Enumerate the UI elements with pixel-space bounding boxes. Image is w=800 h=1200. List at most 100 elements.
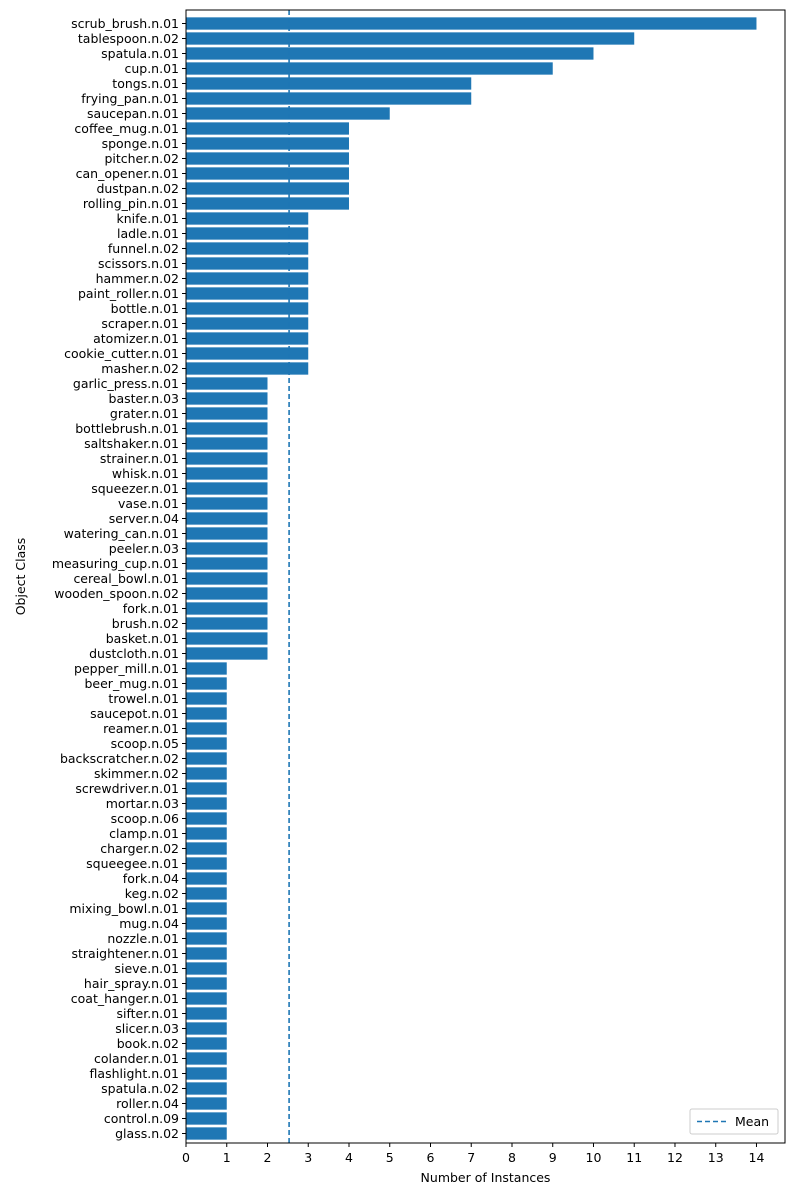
y-tick-label: peeler.n.03	[109, 541, 179, 556]
y-tick-label: fork.n.04	[123, 871, 179, 886]
axes-frame	[185, 9, 786, 1144]
x-tick-label: 9	[549, 1150, 557, 1165]
legend-mean-label: Mean	[735, 1114, 769, 1129]
bar	[186, 32, 635, 45]
x-axis-title: Number of Instances	[421, 1170, 551, 1185]
bar	[186, 812, 227, 825]
y-tick-label: sponge.n.01	[102, 136, 179, 151]
x-tick-label: 6	[427, 1150, 435, 1165]
y-tick-label: can_opener.n.01	[76, 166, 179, 181]
y-tick-label: hammer.n.02	[96, 271, 179, 286]
bar	[186, 737, 227, 750]
bar	[186, 527, 268, 540]
bar	[186, 572, 268, 585]
y-tick-label: fork.n.01	[123, 601, 179, 616]
bar	[186, 752, 227, 765]
bar	[186, 77, 472, 90]
bar	[186, 872, 227, 885]
y-tick-label: scoop.n.05	[111, 736, 179, 751]
bar	[186, 662, 227, 675]
y-tick-label: saucepot.n.01	[90, 706, 179, 721]
y-axis-title: Object Class	[13, 538, 28, 616]
y-tick-label: strainer.n.01	[100, 451, 179, 466]
y-tick-label: screwdriver.n.01	[75, 781, 179, 796]
x-tick-label: 5	[386, 1150, 394, 1165]
bar	[186, 407, 268, 420]
y-tick-label: cup.n.01	[124, 61, 179, 76]
y-tick-label: flashlight.n.01	[90, 1066, 179, 1081]
y-tick-label: dustpan.n.02	[96, 181, 179, 196]
y-tick-label: masher.n.02	[101, 361, 179, 376]
y-tick-label: vase.n.01	[118, 496, 179, 511]
bar	[186, 197, 349, 210]
bar	[186, 692, 227, 705]
bar	[186, 287, 309, 300]
y-tick-label: beer_mug.n.01	[84, 676, 179, 691]
bar	[186, 182, 349, 195]
y-tick-label: grater.n.01	[110, 406, 179, 421]
bar	[186, 962, 227, 975]
y-tick-label: ladle.n.01	[117, 226, 179, 241]
bar	[186, 92, 472, 105]
legend-box	[689, 1108, 779, 1135]
y-tick-label: sieve.n.01	[114, 961, 179, 976]
bar	[186, 977, 227, 990]
bar	[186, 707, 227, 720]
y-tick-label: roller.n.04	[116, 1096, 179, 1111]
bar	[186, 887, 227, 900]
x-tick-label: 2	[264, 1150, 272, 1165]
bar	[186, 557, 268, 570]
bar	[186, 602, 268, 615]
bar	[186, 917, 227, 930]
bar	[186, 377, 268, 390]
y-tick-label: straightener.n.01	[71, 946, 179, 961]
y-tick-label: control.n.09	[104, 1111, 179, 1126]
y-tick-label: server.n.04	[109, 511, 179, 526]
x-tick-label: 8	[508, 1150, 516, 1165]
bar	[186, 167, 349, 180]
y-tick-label: spatula.n.01	[101, 46, 179, 61]
y-tick-label: knife.n.01	[117, 211, 180, 226]
y-tick-label: watering_can.n.01	[64, 526, 179, 541]
y-tick-label: coffee_mug.n.01	[74, 121, 179, 136]
y-tick-label: spatula.n.02	[101, 1081, 179, 1096]
bar	[186, 617, 268, 630]
y-tick-label: atomizer.n.01	[93, 331, 179, 346]
y-tick-label: squeegee.n.01	[86, 856, 179, 871]
bar	[186, 1007, 227, 1020]
x-tick-label: 11	[626, 1150, 642, 1165]
bar	[186, 1082, 227, 1095]
y-tick-label: squeezer.n.01	[91, 481, 179, 496]
y-tick-label: basket.n.01	[106, 631, 179, 646]
x-tick-label: 1	[223, 1150, 231, 1165]
bar	[186, 857, 227, 870]
y-tick-label: slicer.n.03	[115, 1021, 179, 1036]
y-tick-label: reamer.n.01	[103, 721, 179, 736]
y-tick-label: brush.n.02	[112, 616, 179, 631]
bar	[186, 317, 309, 330]
bar	[186, 1052, 227, 1065]
y-tick-label: skimmer.n.02	[94, 766, 179, 781]
legend: Mean	[689, 1108, 779, 1135]
y-tick-label: scissors.n.01	[98, 256, 179, 271]
y-tick-label: paint_roller.n.01	[78, 286, 179, 301]
bar	[186, 242, 309, 255]
y-tick-label: scrub_brush.n.01	[71, 16, 179, 31]
bar	[186, 587, 268, 600]
y-tick-label: book.n.02	[117, 1036, 179, 1051]
y-tick-label: tongs.n.01	[112, 76, 179, 91]
x-tick-label: 10	[586, 1150, 602, 1165]
x-tick-label: 12	[667, 1150, 683, 1165]
y-tick-label: trowel.n.01	[108, 691, 179, 706]
y-tick-label: nozzle.n.01	[107, 931, 179, 946]
bar	[186, 122, 349, 135]
bar	[186, 452, 268, 465]
bar	[186, 902, 227, 915]
bar	[186, 257, 309, 270]
bar	[186, 422, 268, 435]
bar	[186, 467, 268, 480]
bar	[186, 137, 349, 150]
bar	[186, 152, 349, 165]
bar	[186, 992, 227, 1005]
